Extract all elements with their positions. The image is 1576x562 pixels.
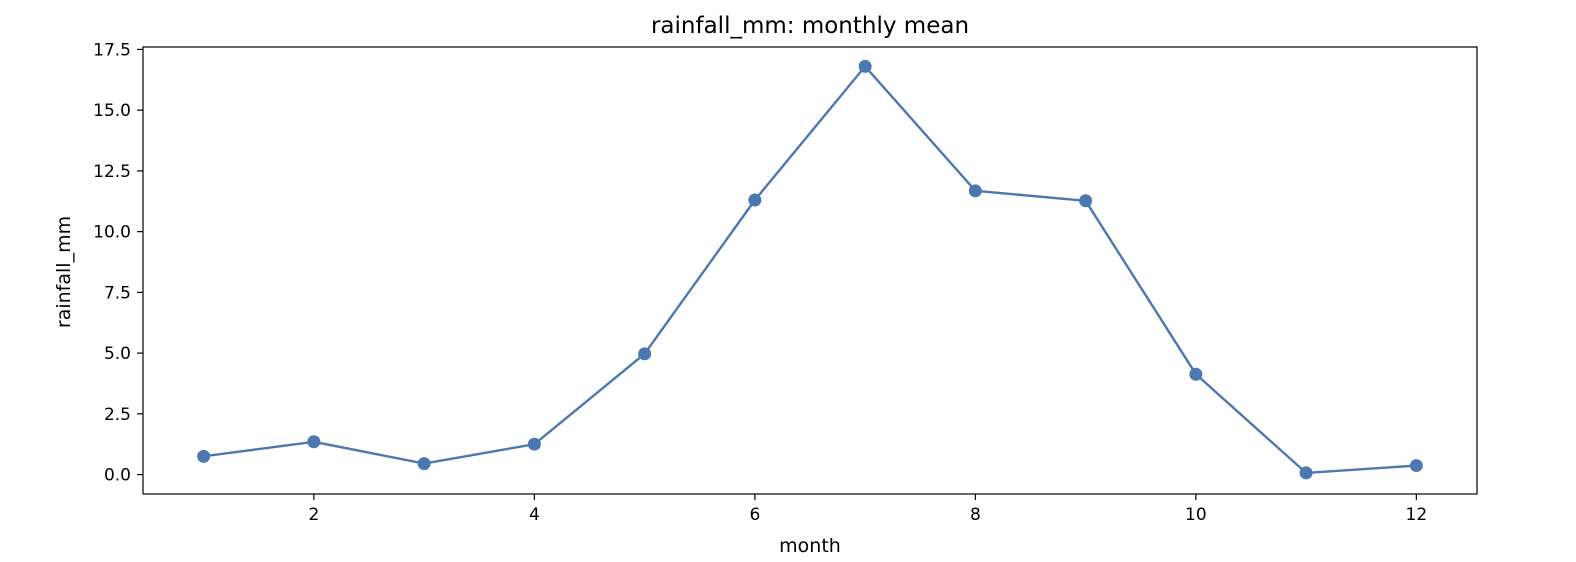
- x-axis: 2 4 6 8 10 12: [308, 494, 1427, 525]
- x-tick-label: 10: [1185, 505, 1207, 525]
- data-point: [968, 184, 982, 198]
- plot-frame: [142, 46, 1478, 495]
- x-tick-label: 4: [529, 505, 540, 525]
- x-tick-label: 6: [749, 505, 760, 525]
- data-point: [748, 193, 762, 207]
- x-tick-label: 12: [1406, 505, 1428, 525]
- y-tick-label: 2.5: [104, 405, 131, 425]
- y-tick-label: 12.5: [93, 162, 131, 182]
- y-axis: 0.0 2.5 5.0 7.5 10.0 12.5 15.0 17.5: [93, 40, 143, 486]
- data-point: [1189, 367, 1203, 381]
- y-axis-title: rainfall_mm: [53, 216, 75, 328]
- series-layer: [197, 59, 1423, 480]
- data-point: [638, 347, 652, 361]
- series-line: [203, 65, 1417, 475]
- data-point: [1079, 194, 1093, 208]
- y-tick-label: 0.0: [104, 466, 131, 486]
- data-point: [858, 59, 872, 73]
- chart-title: rainfall_mm: monthly mean: [651, 13, 969, 39]
- x-tick-label: 8: [970, 505, 981, 525]
- y-tick-label: 10.0: [93, 223, 131, 243]
- data-point: [417, 457, 431, 471]
- y-tick-label: 7.5: [104, 283, 131, 303]
- x-axis-title: month: [779, 535, 841, 557]
- data-point: [197, 449, 211, 463]
- y-tick-label: 15.0: [93, 101, 131, 121]
- x-tick-label: 2: [308, 505, 319, 525]
- y-tick-label: 17.5: [93, 40, 131, 60]
- data-point: [527, 437, 541, 451]
- data-point: [307, 435, 321, 449]
- data-point: [1299, 466, 1313, 480]
- y-tick-label: 5.0: [104, 344, 131, 364]
- data-point: [1409, 459, 1423, 473]
